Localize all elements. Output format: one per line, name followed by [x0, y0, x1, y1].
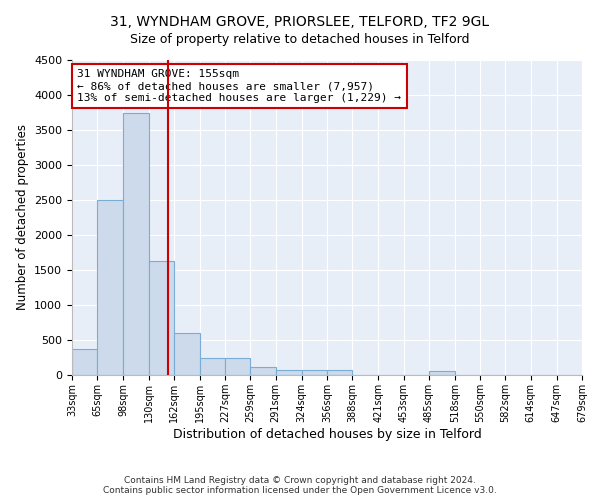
- Bar: [302, 370, 327, 375]
- Text: 31, WYNDHAM GROVE, PRIORSLEE, TELFORD, TF2 9GL: 31, WYNDHAM GROVE, PRIORSLEE, TELFORD, T…: [110, 15, 490, 29]
- Bar: [200, 358, 225, 375]
- Text: 31 WYNDHAM GROVE: 155sqm
← 86% of detached houses are smaller (7,957)
13% of sem: 31 WYNDHAM GROVE: 155sqm ← 86% of detach…: [77, 70, 401, 102]
- Bar: [250, 368, 275, 375]
- Text: Size of property relative to detached houses in Telford: Size of property relative to detached ho…: [130, 32, 470, 46]
- Bar: [72, 349, 97, 375]
- Y-axis label: Number of detached properties: Number of detached properties: [16, 124, 29, 310]
- Bar: [327, 370, 352, 375]
- Bar: [149, 261, 174, 375]
- Bar: [429, 371, 455, 375]
- Bar: [275, 370, 302, 375]
- Bar: [97, 200, 124, 375]
- X-axis label: Distribution of detached houses by size in Telford: Distribution of detached houses by size …: [173, 428, 481, 440]
- Bar: [225, 358, 250, 375]
- Text: Contains HM Land Registry data © Crown copyright and database right 2024.
Contai: Contains HM Land Registry data © Crown c…: [103, 476, 497, 495]
- Bar: [124, 112, 149, 375]
- Bar: [174, 333, 200, 375]
